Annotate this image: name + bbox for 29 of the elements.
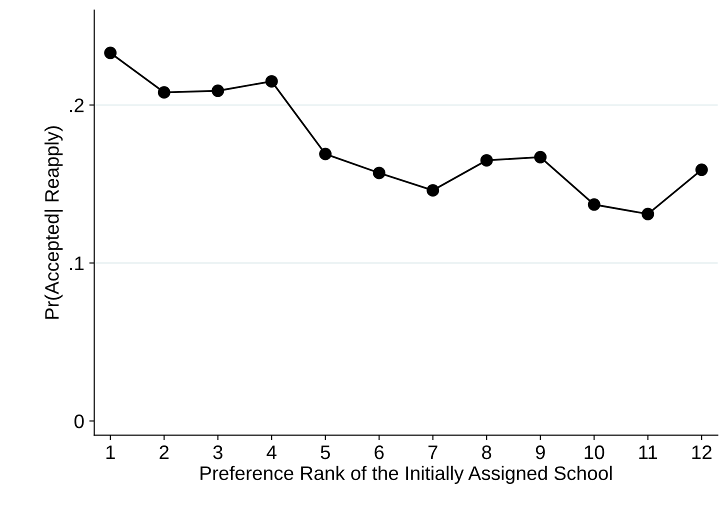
x-tick-label: 12 — [692, 445, 712, 460]
y-tick-label: .1 — [70, 256, 84, 270]
x-tick-label: 10 — [584, 445, 604, 460]
x-tick-label: 7 — [428, 446, 438, 460]
point — [480, 154, 493, 167]
point — [534, 150, 547, 164]
point — [104, 46, 117, 60]
point — [319, 148, 332, 160]
point — [212, 84, 224, 98]
y-tick-label: 0 — [74, 414, 84, 428]
point — [588, 198, 600, 211]
point — [265, 75, 278, 88]
x-tick-label: 8 — [482, 445, 492, 460]
x-tick-label: 1 — [106, 446, 115, 460]
point — [642, 208, 654, 220]
x-tick-label: 11 — [639, 446, 658, 460]
point — [372, 166, 386, 180]
x-tick-label: 4 — [266, 446, 276, 460]
x-tick-label: 3 — [213, 445, 222, 460]
x-tick-label: 2 — [160, 445, 169, 460]
x-tick-label: 5 — [320, 446, 330, 460]
y-tick-label: .2 — [70, 98, 84, 112]
point — [158, 86, 170, 99]
point — [695, 164, 708, 176]
point — [426, 184, 440, 197]
x-axis-title: Preference Rank of the Initially Assigned School — [200, 466, 612, 484]
x-tick-label: 6 — [374, 445, 384, 460]
x-tick-label: 9 — [536, 445, 545, 460]
y-axis-title: Pr(Accepted| Reapply) — [44, 126, 63, 319]
